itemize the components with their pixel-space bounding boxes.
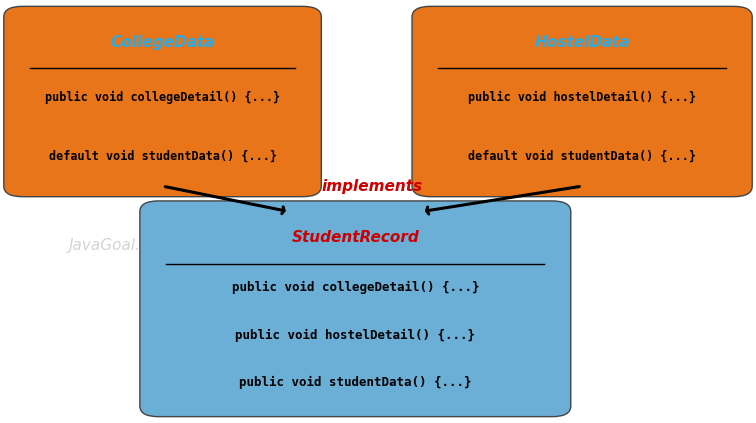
- Text: implements: implements: [322, 179, 423, 194]
- FancyBboxPatch shape: [412, 6, 752, 197]
- FancyBboxPatch shape: [4, 6, 321, 197]
- Text: public void collegeDetail() {...}: public void collegeDetail() {...}: [231, 281, 479, 294]
- Text: public void studentData() {...}: public void studentData() {...}: [239, 376, 472, 389]
- Text: public void hostelDetail() {...}: public void hostelDetail() {...}: [468, 91, 696, 104]
- Text: public void hostelDetail() {...}: public void hostelDetail() {...}: [235, 329, 476, 342]
- FancyBboxPatch shape: [140, 201, 571, 417]
- Text: public void collegeDetail() {...}: public void collegeDetail() {...}: [45, 91, 280, 104]
- Text: default void studentData() {...}: default void studentData() {...}: [468, 150, 696, 163]
- Text: default void studentData() {...}: default void studentData() {...}: [48, 150, 277, 163]
- Text: StudentRecord: StudentRecord: [292, 230, 419, 245]
- Text: HostelData: HostelData: [534, 35, 630, 50]
- Text: JavaGoal.com: JavaGoal.com: [69, 238, 173, 253]
- Text: CollegeData: CollegeData: [110, 35, 215, 50]
